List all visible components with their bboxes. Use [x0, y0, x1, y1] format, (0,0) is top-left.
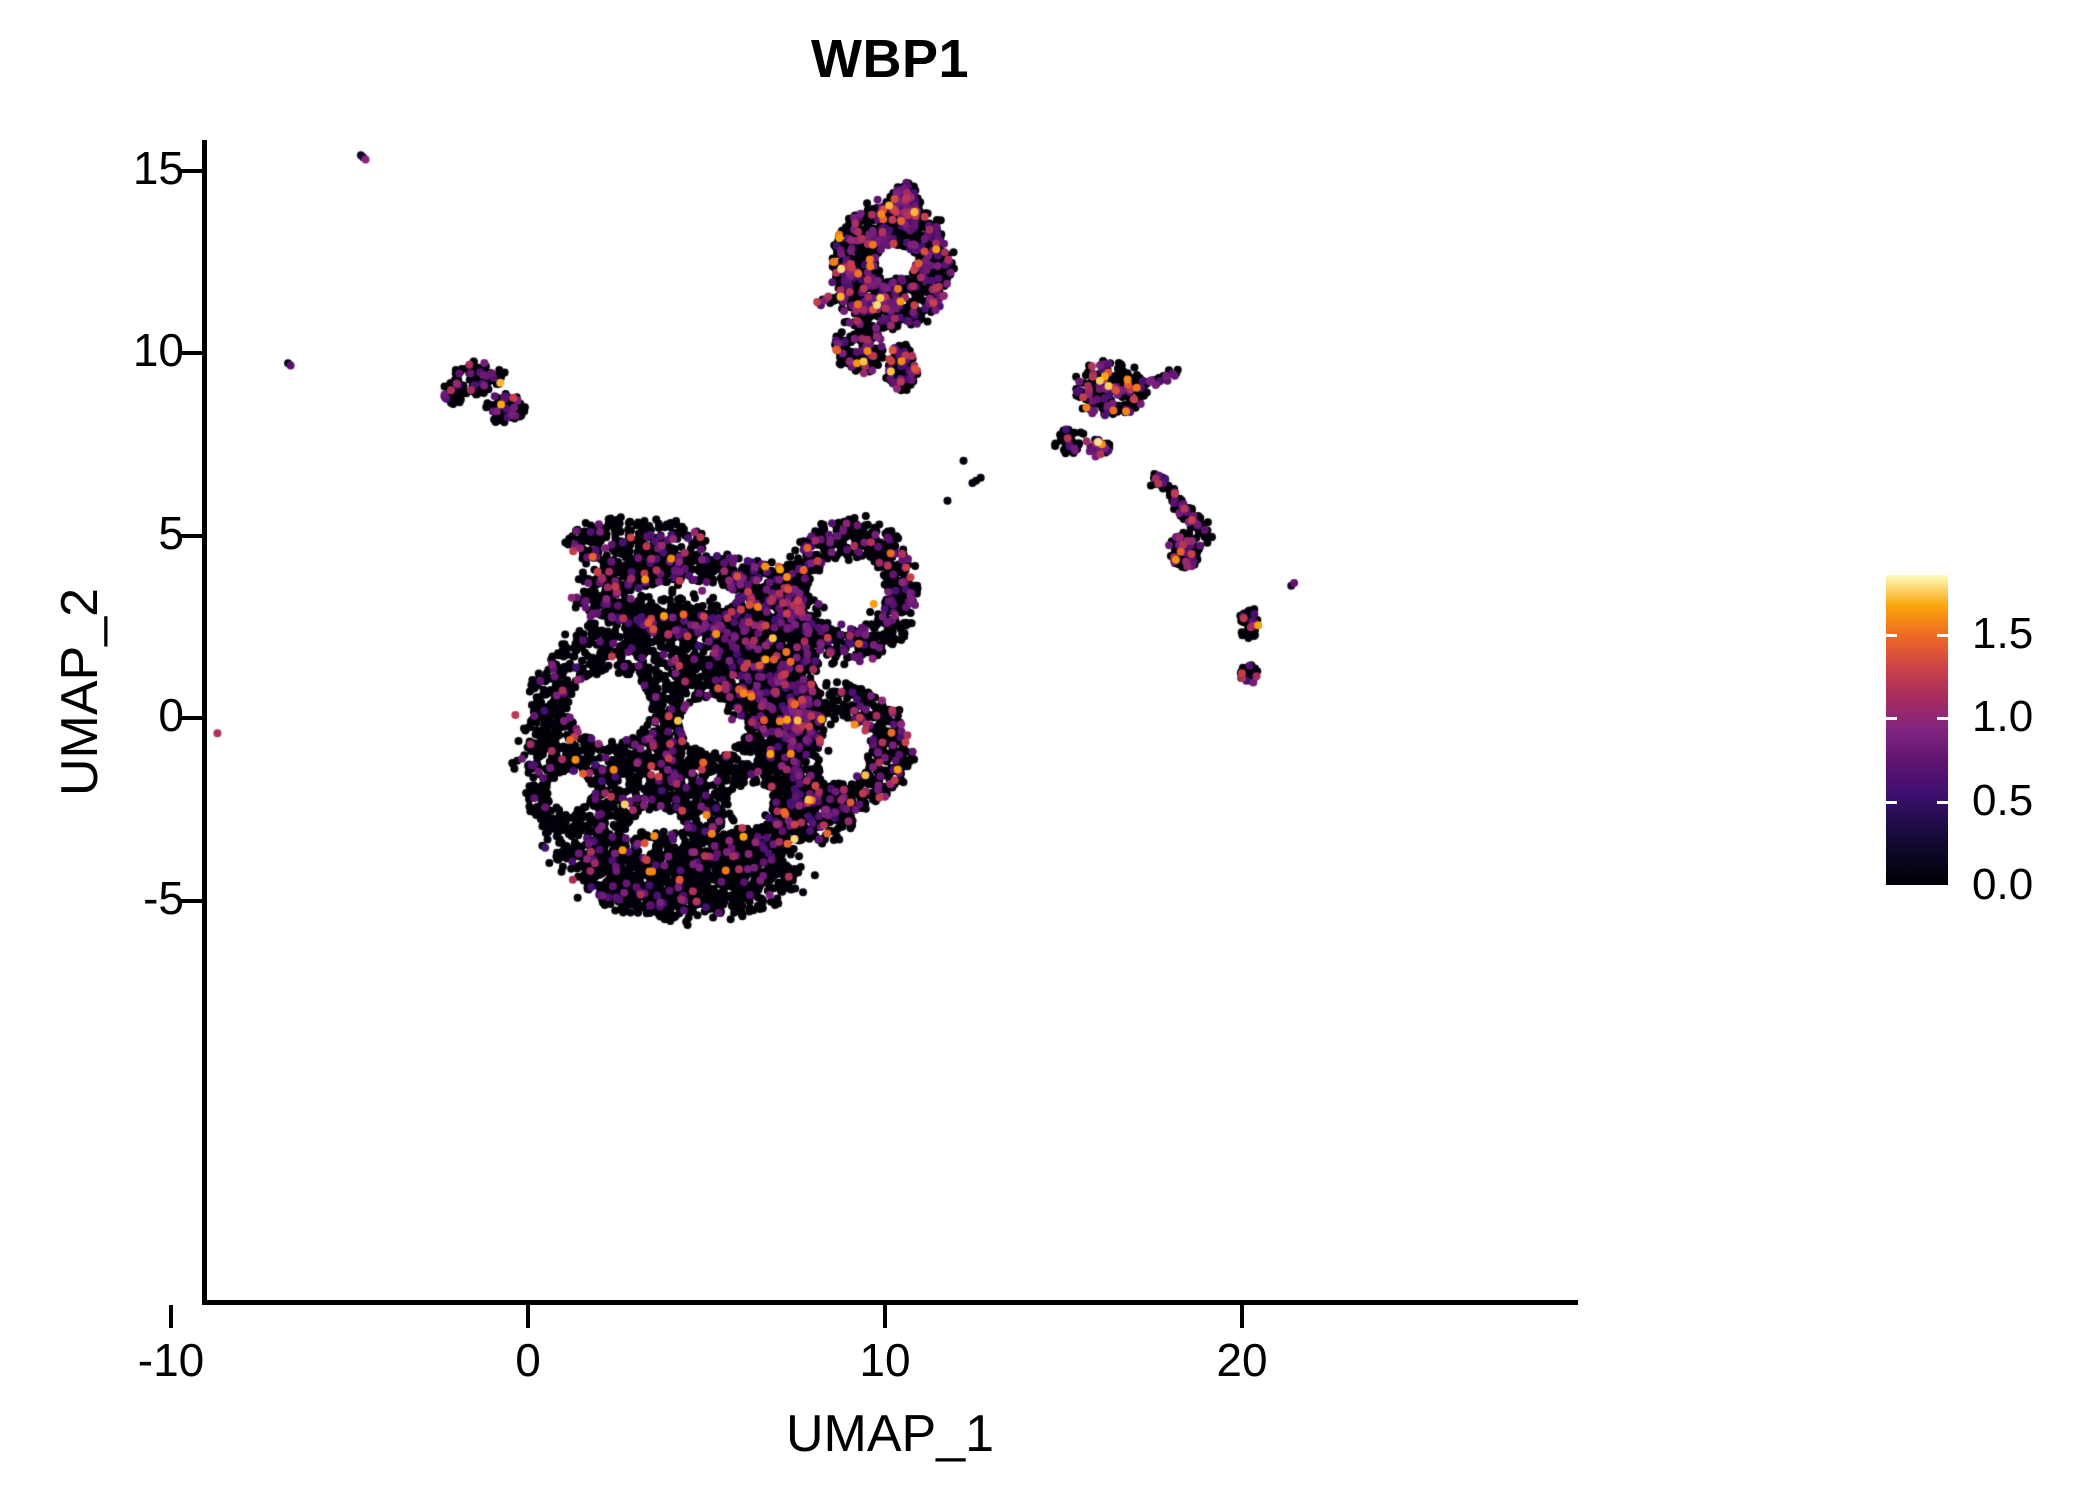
y-tick-mark	[180, 898, 203, 903]
x-tick-label: 20	[1216, 1334, 1268, 1386]
y-tick-label: -5	[143, 871, 184, 924]
colorbar-tick-mark	[1937, 801, 1948, 805]
x-tick-mark	[883, 1305, 887, 1328]
colorbar-tick-label: 1.0	[1972, 692, 2034, 742]
colorbar-tick-label: 0.0	[1972, 860, 2034, 909]
x-tick-mark	[169, 1305, 173, 1328]
x-tick-label: 0	[515, 1334, 541, 1386]
x-tick-mark	[1240, 1305, 1244, 1328]
colorbar-tick-mark	[1937, 885, 1948, 888]
colorbar-tick-mark	[1886, 885, 1897, 888]
colorbar-legend: 0.0 0.5 1.0 1.5	[1886, 575, 2086, 909]
x-tick-label: 10	[859, 1334, 911, 1386]
x-axis-title: UMAP_1	[785, 1405, 995, 1463]
y-tick-label: 15	[132, 141, 184, 194]
page-title: WBP1	[810, 29, 969, 89]
colorbar-tick-label: 0.5	[1972, 776, 2034, 826]
colorbar-tick-mark	[1937, 717, 1948, 721]
plot-panel	[207, 142, 1578, 1300]
y-tick-label: 0	[158, 689, 184, 741]
y-tick-mark	[180, 168, 203, 173]
colorbar-tick-mark	[1886, 717, 1897, 721]
colorbar-tick-mark	[1886, 633, 1897, 637]
scatter-points-layer	[207, 142, 1578, 1300]
x-axis-line	[202, 1300, 1578, 1305]
y-tick-mark	[180, 351, 203, 355]
y-tick-mark	[180, 716, 203, 720]
colorbar-tick-label: 1.5	[1972, 608, 2034, 658]
y-axis-title: UMAP_2	[51, 587, 109, 797]
colorbar-gradient	[1886, 575, 1948, 885]
x-tick-mark	[526, 1305, 530, 1328]
y-tick-label: 10	[132, 324, 184, 376]
colorbar-tick-mark	[1886, 801, 1897, 805]
y-tick-label: 5	[158, 506, 184, 559]
colorbar-tick-mark	[1937, 633, 1948, 637]
y-axis-line	[202, 140, 207, 1305]
x-tick-label: -10	[137, 1334, 205, 1386]
y-tick-mark	[180, 533, 203, 538]
